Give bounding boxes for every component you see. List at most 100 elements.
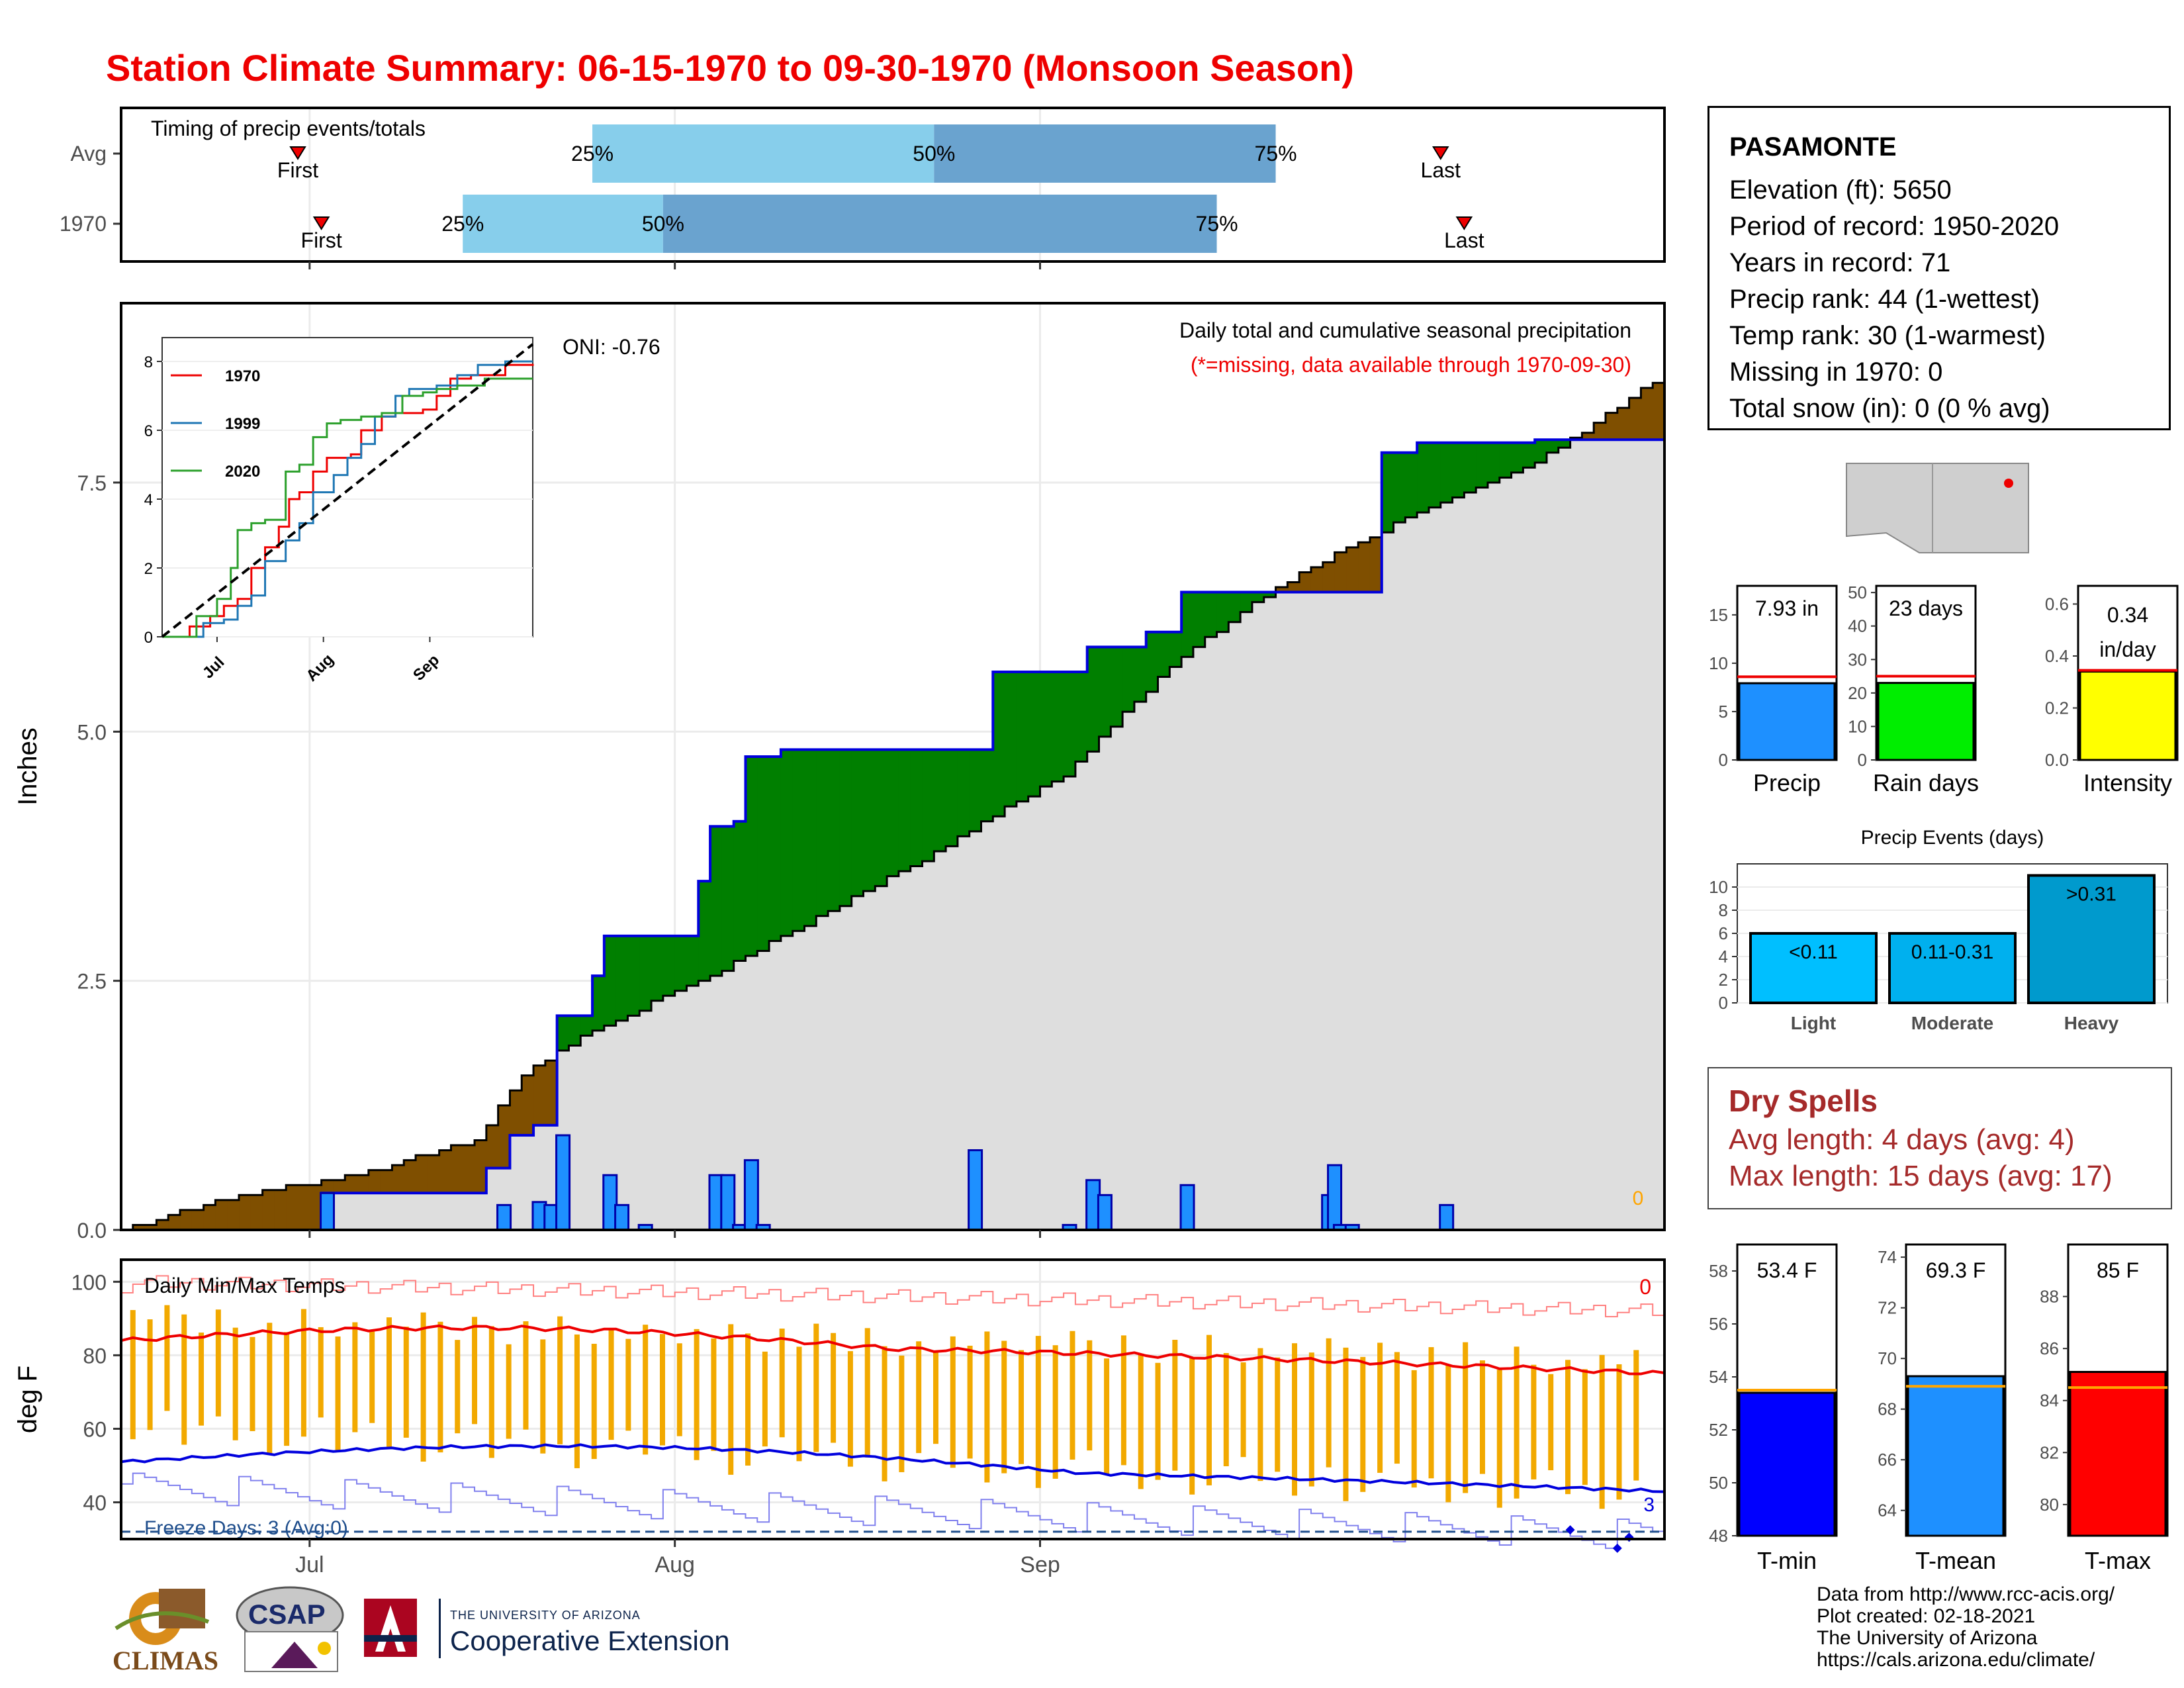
wetter-than-avg-fill [1028, 671, 1041, 797]
wetter-than-avg-fill [662, 935, 676, 996]
avg-cumulative-area [1205, 637, 1218, 1230]
wetter-than-avg-fill [651, 935, 664, 1001]
events-y-tick-label: 2 [1719, 970, 1728, 990]
drier-than-avg-fill [333, 1180, 345, 1194]
wetter-than-avg-fill [1193, 592, 1206, 647]
temp-summary-value-label: 53.4 F [1757, 1258, 1817, 1282]
drier-than-avg-fill [1594, 422, 1606, 440]
daily-temp-bar [1257, 1348, 1263, 1481]
drier-than-avg-fill [298, 1185, 310, 1230]
temp-y-tick-label: 80 [83, 1344, 107, 1368]
drier-than-avg-fill [416, 1155, 428, 1194]
avg-cumulative-area [427, 1193, 440, 1230]
avg-cumulative-area [1158, 677, 1170, 1230]
daily-temp-bar [625, 1338, 631, 1431]
event-bar [2027, 874, 2156, 1004]
csap-cloud-icon [236, 1586, 344, 1672]
avg-cumulative-area [510, 1135, 522, 1230]
temp-summary-bar [1738, 1391, 1836, 1537]
station-snow: Total snow (in): 0 (0 % avg) [1729, 394, 2050, 423]
station-name: PASAMONTE [1729, 132, 1897, 162]
wetter-than-avg-fill [745, 756, 758, 957]
temp-summary-y-tick-label: 56 [1709, 1314, 1728, 1334]
wetter-than-avg-fill [592, 976, 605, 1031]
temp-summary-y-tick-label: 48 [1709, 1526, 1728, 1546]
daily-temp-bar [1463, 1342, 1469, 1493]
daily-temp-bar [1087, 1340, 1093, 1451]
avg-cumulative-area [828, 911, 841, 1230]
daily-temp-bar [899, 1355, 905, 1472]
summary-y-tick-label: 30 [1848, 649, 1867, 669]
wetter-than-avg-fill [710, 826, 723, 976]
wetter-than-avg-fill [887, 749, 899, 876]
wetter-than-avg-fill [580, 1015, 593, 1036]
drier-than-avg-fill [227, 1199, 240, 1230]
state-outline-map [1846, 463, 2029, 553]
temp-y-tick-label: 100 [71, 1270, 107, 1294]
wetter-than-avg-fill [1111, 647, 1123, 727]
temp-summary-bar [2069, 1371, 2167, 1537]
wetter-than-avg-fill [1122, 647, 1135, 712]
station-precip-rank: Precip rank: 44 (1-wettest) [1729, 285, 2040, 314]
drier-than-avg-fill [1299, 572, 1312, 592]
climas-logo: CLIMAS [109, 1582, 219, 1675]
inset-1999-line [162, 360, 533, 638]
daily-temp-bar [232, 1327, 238, 1440]
event-bar [1888, 932, 2017, 1004]
daily-temp-bar [1616, 1364, 1622, 1500]
daily-temp-bar [420, 1312, 426, 1462]
avg-cumulative-area [580, 1035, 593, 1230]
avg-cumulative-area [639, 1010, 652, 1230]
avg-cumulative-area [1440, 502, 1453, 1231]
precip-panel-border [120, 302, 1666, 1231]
daily-temp-bar [557, 1316, 563, 1444]
timing-bar-50-75 [662, 195, 1217, 253]
drier-than-avg-fill [545, 1060, 558, 1125]
wetter-than-avg-fill [1263, 592, 1277, 598]
drier-than-avg-fill [274, 1190, 287, 1230]
daily-temp-bar [1001, 1340, 1007, 1474]
event-bar [1749, 932, 1878, 1004]
wetter-than-avg-fill [993, 671, 1005, 817]
drier-than-avg-fill [439, 1150, 451, 1194]
avg-cumulative-area [569, 1045, 581, 1230]
avg-cumulative-area [887, 876, 899, 1230]
dry-spells-avg: Avg length: 4 days (avg: 4) [1729, 1123, 2075, 1156]
timing-title: Timing of precip events/totals [151, 117, 426, 140]
summary-bar [1738, 682, 1836, 761]
timing-row-label: 1970 [60, 212, 107, 236]
wetter-than-avg-fill [1181, 592, 1194, 657]
daily-temp-bar [130, 1310, 136, 1440]
wetter-than-avg-fill [851, 749, 864, 896]
dry-spells-box: Dry Spells Avg length: 4 days (avg: 4) M… [1707, 1067, 2172, 1209]
credits: Data from http://www.rcc-acis.org/ Plot … [1817, 1583, 2115, 1671]
drier-than-avg-fill [239, 1195, 251, 1230]
wetter-than-avg-fill [780, 749, 794, 936]
summary-y-tick-label: 5 [1719, 702, 1728, 722]
wetter-than-avg-fill [1099, 647, 1111, 737]
wetter-than-avg-fill [922, 749, 934, 862]
avg-cumulative-area [368, 1193, 381, 1230]
temp-summary-value-label: 85 F [2097, 1258, 2139, 1282]
avg-cumulative-area [1181, 657, 1194, 1230]
climas-text: CLIMAS [113, 1646, 219, 1675]
daily-temp-bar [676, 1343, 682, 1436]
drier-than-avg-fill [451, 1145, 463, 1194]
credit-line: Plot created: 02-18-2021 [1817, 1605, 2036, 1627]
drier-than-avg-fill [1287, 582, 1300, 592]
precip-y-tick-label: 7.5 [77, 471, 107, 495]
daily-temp-bar [147, 1319, 153, 1430]
summary-bar [1877, 682, 1975, 761]
daily-precip-bar [968, 1149, 983, 1231]
wetter-than-avg-fill [828, 749, 841, 912]
freeze-count-label: 3 [1643, 1494, 1655, 1516]
wetter-than-avg-fill [1535, 440, 1547, 463]
drier-than-avg-fill [498, 1105, 510, 1168]
temp-summary-y-tick-label: 74 [1878, 1247, 1897, 1267]
wetter-than-avg-fill [769, 756, 782, 941]
avg-cumulative-area [839, 906, 852, 1230]
drier-than-avg-fill [392, 1165, 404, 1194]
daily-temp-bar [215, 1309, 221, 1417]
daily-temp-bar [831, 1333, 837, 1443]
daily-precip-bar [743, 1159, 759, 1231]
